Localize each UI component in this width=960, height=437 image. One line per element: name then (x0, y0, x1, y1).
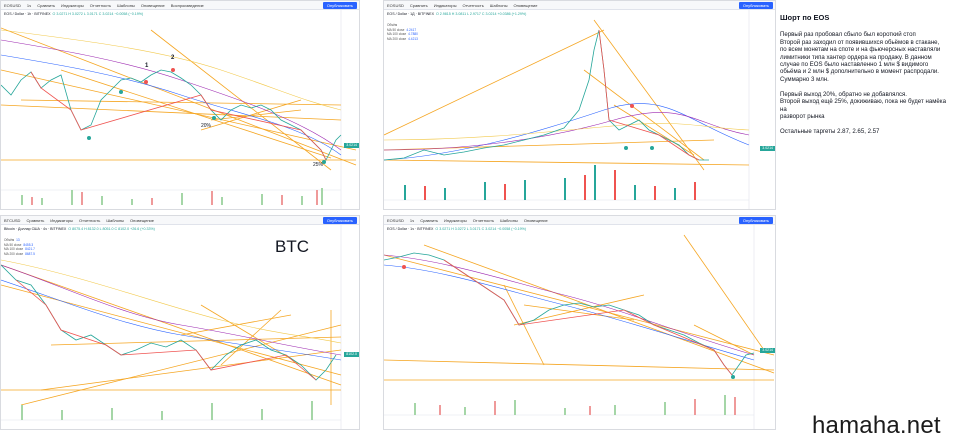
chart-legend: EOS / Dollar · 1Д · BITFINEX O 2.9815 H 3… (387, 12, 526, 17)
toolbar-indicators[interactable]: Индикаторы (444, 217, 467, 223)
btc-title-label: BTC (275, 237, 309, 256)
price-chart[interactable] (384, 225, 776, 430)
symbol-search[interactable]: EOSUSD (387, 217, 404, 223)
toolbar-alert[interactable]: Оповещение (513, 2, 538, 8)
chart-panel-eos-1h-top[interactable]: EOSUSD 1ч Сравнить Индикаторы Отчетность… (0, 0, 360, 210)
indicator-item[interactable]: Объём 13 (4, 238, 20, 242)
toolbar-financials[interactable]: Отчетность (89, 2, 112, 8)
symbol-search[interactable]: EOSUSD (387, 2, 404, 8)
toolbar-templates[interactable]: Шаблоны (117, 2, 135, 8)
publish-button[interactable]: Опубликовать (322, 217, 357, 224)
toolbar-alert[interactable]: Оповещение (523, 217, 548, 223)
price-chart[interactable] (1, 10, 360, 210)
toolbar-templates[interactable]: Шаблоны (489, 2, 508, 8)
chart-panel-eos-daily[interactable]: EOSUSD Сравнить Индикаторы Отчетность Ша… (383, 0, 776, 210)
toolbar-financials[interactable]: Отчетность (472, 217, 495, 223)
legend-symbol: EOS / Dollar · 1Д · BITFINEX (387, 12, 434, 16)
legend-ohlc: O 3.0271 H 3.0272 L 3.0171 C 3.0214 −0.0… (435, 227, 526, 231)
legend-symbol: EOS / Dollar · 1h · BITFINEX (4, 12, 51, 16)
annotation-25-percent: 25% (313, 162, 324, 168)
last-price-tag: 3.0214 (760, 348, 775, 353)
indicator-item[interactable]: Объём (387, 23, 398, 27)
toolbar-templates[interactable]: Шаблоны (500, 217, 518, 223)
notes-paragraph: Остальные таргеты 2.87, 2.65, 2.57 (780, 127, 880, 135)
legend-symbol: Bitcoin · Доллар США · 4ч · BITFINEX (4, 227, 67, 231)
publish-button[interactable]: Опубликовать (738, 2, 773, 9)
indicator-list: Объём 13 MA 50 close 8455.3 MA 100 close 84… (4, 238, 35, 256)
indicator-item[interactable]: MA 200 close 8687.5 (4, 251, 35, 256)
toolbar-interval[interactable]: 1ч (26, 2, 32, 8)
last-price-tag: 8102.0 (344, 352, 359, 357)
watermark-logo: hamaha.net (812, 412, 941, 437)
toolbar-financials[interactable]: Отчетность (462, 2, 484, 8)
legend-ohlc: O 8075.4 H 8132.0 L 8051.0 C 8102.0 +26.… (68, 227, 155, 231)
symbol-search[interactable]: EOSUSD (4, 2, 21, 8)
toolbar-templates[interactable]: Шаблоны (106, 217, 125, 223)
annotation-2: 2 (171, 55, 175, 61)
toolbar-indicators[interactable]: Индикаторы (61, 2, 84, 8)
notes-title: Шорт по EOS (780, 13, 830, 22)
toolbar-indicators[interactable]: Индикаторы (433, 2, 457, 8)
indicator-item[interactable]: MA 200 close 4.4213 (387, 36, 418, 41)
notes-paragraph: Первый выход 20%, обратно не добавлялся.… (780, 90, 946, 120)
legend-ohlc: O 2.9815 H 3.0811 L 2.9717 C 3.0214 +0.0… (435, 12, 527, 16)
last-price-tag: 3.0214 (344, 143, 359, 148)
chart-legend: EOS / Dollar · 1h · BITFINEX O 3.0271 H 3… (4, 12, 143, 17)
toolbar-financials[interactable]: Отчетность (79, 217, 101, 223)
toolbar-alert[interactable]: Оповещение (140, 2, 165, 8)
toolbar-alert[interactable]: Оповещение (130, 217, 154, 223)
indicator-item[interactable]: MA 50 close 8455.3 (4, 242, 34, 247)
trade-notes: Шорт по EOS Первый раз пробовал сбыло бы… (780, 10, 958, 143)
toolbar-compare[interactable]: Сравнить (420, 217, 439, 223)
chart-toolbar: EOSUSD 1ч Сравнить Индикаторы Отчетность… (384, 216, 775, 225)
toolbar-indicators[interactable]: Индикаторы (50, 217, 74, 223)
price-chart[interactable] (384, 10, 776, 210)
chart-toolbar: EOSUSD Сравнить Индикаторы Отчетность Ша… (384, 1, 775, 10)
toolbar-compare[interactable]: Сравнить (409, 2, 428, 8)
annotation-20-percent: 20% (201, 123, 212, 129)
chart-panel-btc[interactable]: BTCUSD Сравнить Индикаторы Отчетность Ша… (0, 215, 360, 430)
indicator-item[interactable]: MA 100 close 4.7880 (387, 32, 418, 36)
indicator-list: Объём MA 50 close 4.2417 MA 100 close 4.78… (387, 23, 418, 41)
toolbar-compare[interactable]: Сравнить (37, 2, 56, 8)
publish-button[interactable]: Опубликовать (322, 2, 357, 9)
chart-legend: Bitcoin · Доллар США · 4ч · BITFINEX O 80… (4, 227, 155, 232)
chart-legend: EOS / Dollar · 1ч · BITFINEX O 3.0271 H 3… (387, 227, 526, 232)
legend-ohlc: O 3.0271 H 3.0272 L 3.0171 C 3.0214 −0.0… (52, 12, 144, 16)
symbol-search[interactable]: BTCUSD (4, 217, 21, 223)
indicator-item[interactable]: MA 50 close 4.2417 (387, 27, 417, 32)
annotation-1: 1 (145, 63, 149, 69)
publish-button[interactable]: Опубликовать (738, 217, 773, 224)
price-chart[interactable] (1, 225, 360, 430)
toolbar-replay[interactable]: Воспроизведение (170, 2, 204, 8)
notes-paragraph: Первый раз пробовал сбыло был короткий с… (780, 31, 941, 83)
legend-symbol: EOS / Dollar · 1ч · BITFINEX (387, 227, 434, 231)
toolbar-compare[interactable]: Сравнить (26, 217, 45, 223)
chart-toolbar: EOSUSD 1ч Сравнить Индикаторы Отчетность… (1, 1, 359, 10)
indicator-item[interactable]: MA 100 close 8421.7 (4, 247, 35, 251)
toolbar-interval[interactable]: 1ч (409, 217, 415, 223)
last-price-tag: 3.0214 (760, 146, 775, 151)
chart-toolbar: BTCUSD Сравнить Индикаторы Отчетность Ша… (1, 216, 359, 225)
chart-panel-eos-1h-bottom[interactable]: EOSUSD 1ч Сравнить Индикаторы Отчетность… (383, 215, 776, 430)
